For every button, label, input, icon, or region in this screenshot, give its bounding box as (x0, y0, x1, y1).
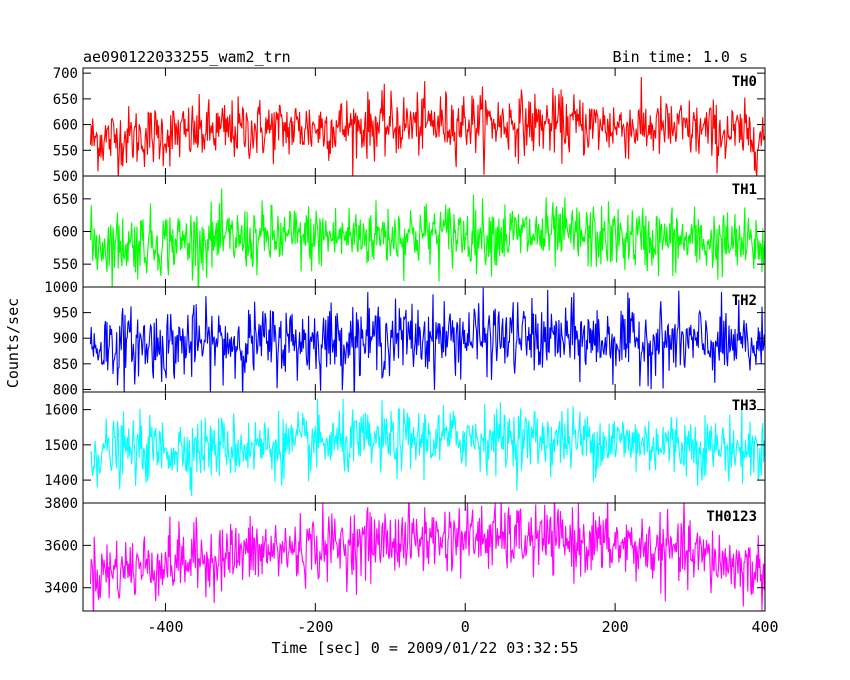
y-tick-label: 550 (53, 143, 78, 159)
x-tick-label: -400 (147, 618, 183, 636)
x-tick-label: 0 (461, 618, 470, 636)
y-tick-label: 1500 (44, 438, 78, 454)
panel-label: TH2 (732, 293, 757, 309)
panel-label: TH0 (732, 74, 757, 90)
y-tick-label: 600 (53, 225, 78, 241)
y-tick-label: 3400 (44, 581, 78, 597)
y-tick-label: 900 (53, 331, 78, 347)
x-axis-label: Time [sec] 0 = 2009/01/22 03:32:55 (271, 639, 578, 657)
y-tick-label: 1000 (44, 280, 78, 296)
y-tick-label: 600 (53, 118, 78, 134)
y-tick-label: 650 (53, 192, 78, 208)
panel-th1: 550 600 650 TH1 (53, 175, 766, 288)
y-tick-label: 800 (53, 382, 78, 398)
x-axis: -400 -200 0 200 400 (147, 618, 778, 636)
y-tick-label: 3600 (44, 538, 78, 554)
panel-th0: 500 550 600 650 700 TH0 (53, 66, 766, 185)
y-tick-label: 1600 (44, 403, 78, 419)
panel-label: TH0123 (706, 509, 757, 525)
panel-label: TH3 (732, 398, 757, 414)
panel-th0123: 3400 3600 3800 TH0123 (44, 496, 766, 612)
series-line-th0123 (89, 503, 765, 611)
y-tick-label: 3800 (44, 496, 78, 512)
panel-th3: 1400 1500 1600 TH3 (44, 391, 766, 504)
y-tick-label: 700 (53, 66, 78, 82)
y-axis-label: Counts/sec (4, 298, 22, 388)
y-tick-label: 650 (53, 92, 78, 108)
series-line-th3 (89, 398, 765, 497)
chart-title: ae090122033255_wam2_trn (83, 48, 291, 66)
x-tick-label: 400 (751, 618, 778, 636)
y-tick-label: 950 (53, 306, 78, 322)
y-tick-label: 1400 (44, 473, 78, 489)
bin-time-label: Bin time: 1.0 s (613, 48, 748, 66)
series-line-th2 (89, 287, 765, 392)
panel-label: TH1 (732, 182, 757, 198)
x-tick-label: 200 (602, 618, 629, 636)
y-tick-label: 550 (53, 257, 78, 273)
series-line-th0 (89, 76, 765, 176)
series-line-th1 (89, 188, 765, 287)
y-tick-label: 850 (53, 357, 78, 373)
panel-th2: 800 850 900 950 1000 TH2 (44, 280, 766, 398)
panels-group: 500 550 600 650 700 TH0 550 600 650 TH1 800 850 900 9… (44, 66, 766, 612)
panel-frame (82, 502, 766, 612)
x-tick-label: -200 (297, 618, 333, 636)
y-tick-label: 500 (53, 169, 78, 185)
